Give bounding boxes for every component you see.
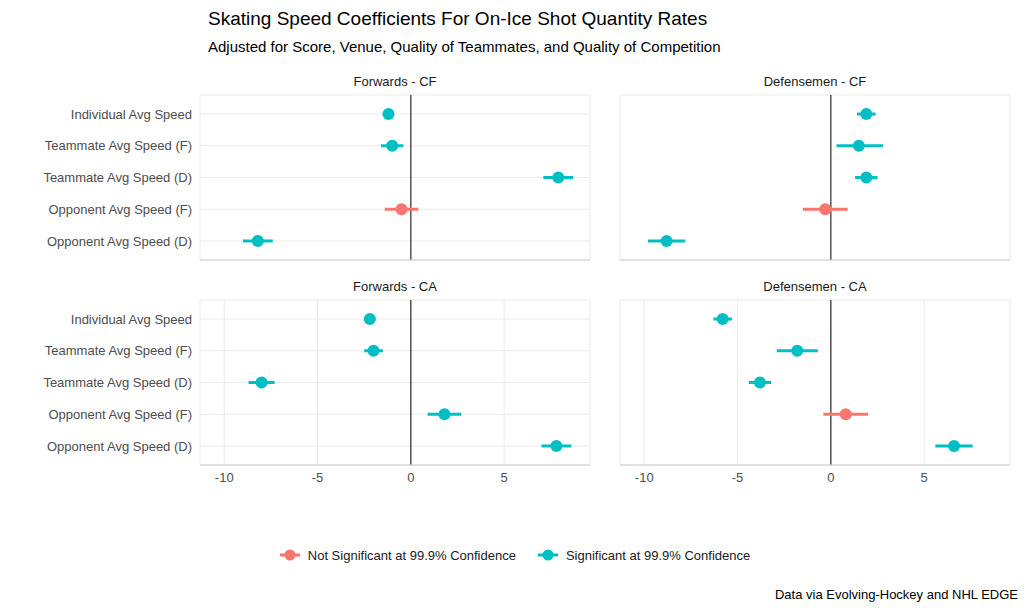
html-text:Adjusted for Score, Venue, Qua: Adjusted for Score, Venue, Quality of Te… [208, 38, 721, 55]
svg-text:-10: -10 [635, 470, 654, 485]
svg-text:-5: -5 [312, 470, 324, 485]
html-text:Forwards - CA: Forwards - CA [353, 279, 437, 294]
svg-text:Teammate Avg Speed (F): Teammate Avg Speed (F) [45, 138, 192, 153]
svg-text:-5: -5 [732, 470, 744, 485]
html-text:Defensemen - CA: Defensemen - CA [763, 279, 867, 294]
svg-text:5: 5 [921, 470, 928, 485]
svg-text:Opponent Avg Speed (F): Opponent Avg Speed (F) [48, 202, 192, 217]
html-text:Forwards - CF: Forwards - CF [353, 74, 437, 89]
html-text:Defensemen - CF: Defensemen - CF [763, 74, 867, 89]
svg-text:Opponent Avg Speed (F): Opponent Avg Speed (F) [48, 407, 192, 422]
html-text:Skating Speed Coefficients For: Skating Speed Coefficients For On-Ice Sh… [208, 8, 708, 29]
svg-text:Individual Avg Speed: Individual Avg Speed [71, 107, 192, 122]
html-text:Not Significant at 99.9% Confi: Not Significant at 99.9% Confidence [307, 547, 516, 563]
svg-text:Individual Avg Speed: Individual Avg Speed [71, 312, 192, 327]
svg-text:5: 5 [501, 470, 508, 485]
html-text:Significant at 99.9% Confidenc: Significant at 99.9% Confidence [565, 547, 751, 563]
svg-text:Teammate Avg Speed (D): Teammate Avg Speed (D) [43, 170, 192, 185]
svg-text:Opponent Avg Speed (D): Opponent Avg Speed (D) [47, 439, 192, 454]
svg-text:Teammate Avg Speed (D): Teammate Avg Speed (D) [43, 375, 192, 390]
svg-text:0: 0 [827, 470, 834, 485]
html-text:Data via Evolving-Hockey and N: Data via Evolving-Hockey and NHL EDGE [775, 587, 1018, 602]
svg-text:-10: -10 [215, 470, 234, 485]
svg-text:Teammate Avg Speed (F): Teammate Avg Speed (F) [45, 343, 192, 358]
svg-text:0: 0 [407, 470, 414, 485]
svg-text:Opponent Avg Speed (D): Opponent Avg Speed (D) [47, 234, 192, 249]
